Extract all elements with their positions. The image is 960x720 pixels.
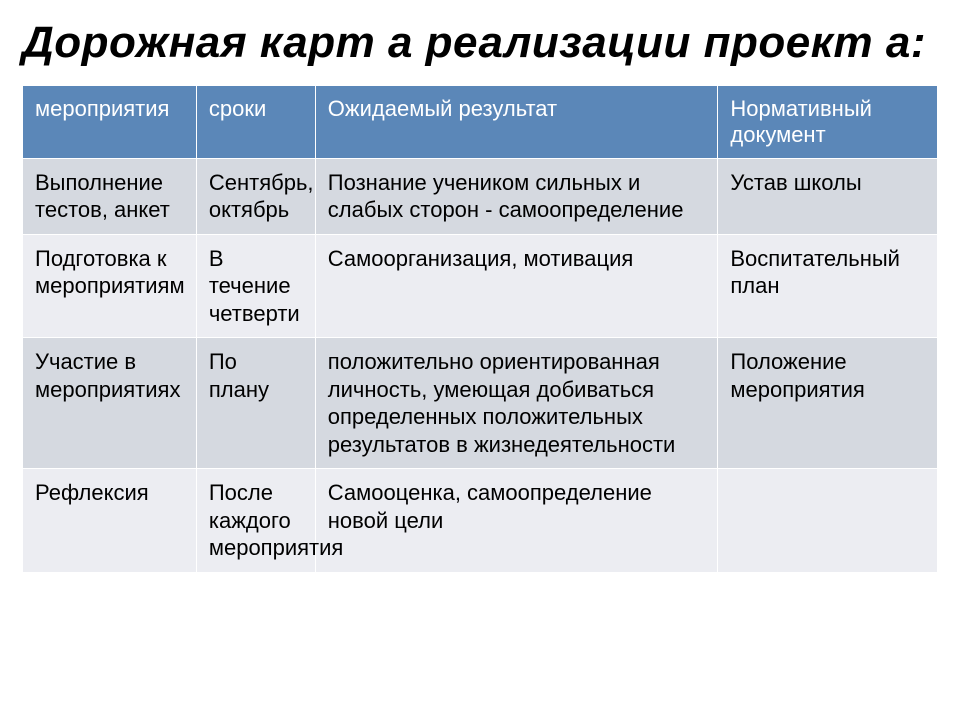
cell-dates: Сентябрь, октябрь [196, 158, 315, 234]
cell-document: Воспитательный план [718, 234, 938, 338]
cell-activity: Выполнение тестов, анкет [23, 158, 197, 234]
table-row: Подготовка к мероприятиям В течение четв… [23, 234, 938, 338]
table-row: Участие в мероприятиях По плану положите… [23, 338, 938, 469]
table-row: Рефлексия После каждого мероприятия Само… [23, 469, 938, 573]
cell-dates: После каждого мероприятия [196, 469, 315, 573]
cell-result: Познание учеником сильных и слабых сторо… [315, 158, 718, 234]
page-title: Дорожная карт а реализации проект а: [22, 18, 938, 69]
cell-document: Положение мероприятия [718, 338, 938, 469]
cell-result: Самоорганизация, мотивация [315, 234, 718, 338]
col-header-dates: сроки [196, 85, 315, 158]
table-header-row: мероприятия сроки Ожидаемый результат Но… [23, 85, 938, 158]
cell-activity: Рефлексия [23, 469, 197, 573]
cell-document: Устав школы [718, 158, 938, 234]
cell-result: Самооценка, самоопределение новой цели [315, 469, 718, 573]
cell-result: положительно ориентированная личность, у… [315, 338, 718, 469]
cell-activity: Подготовка к мероприятиям [23, 234, 197, 338]
cell-dates: В течение четверти [196, 234, 315, 338]
cell-dates: По плану [196, 338, 315, 469]
col-header-result: Ожидаемый результат [315, 85, 718, 158]
table-row: Выполнение тестов, анкет Сентябрь, октяб… [23, 158, 938, 234]
cell-activity: Участие в мероприятиях [23, 338, 197, 469]
col-header-document: Нормативный документ [718, 85, 938, 158]
col-header-activities: мероприятия [23, 85, 197, 158]
roadmap-table: мероприятия сроки Ожидаемый результат Но… [22, 85, 938, 573]
cell-document [718, 469, 938, 573]
